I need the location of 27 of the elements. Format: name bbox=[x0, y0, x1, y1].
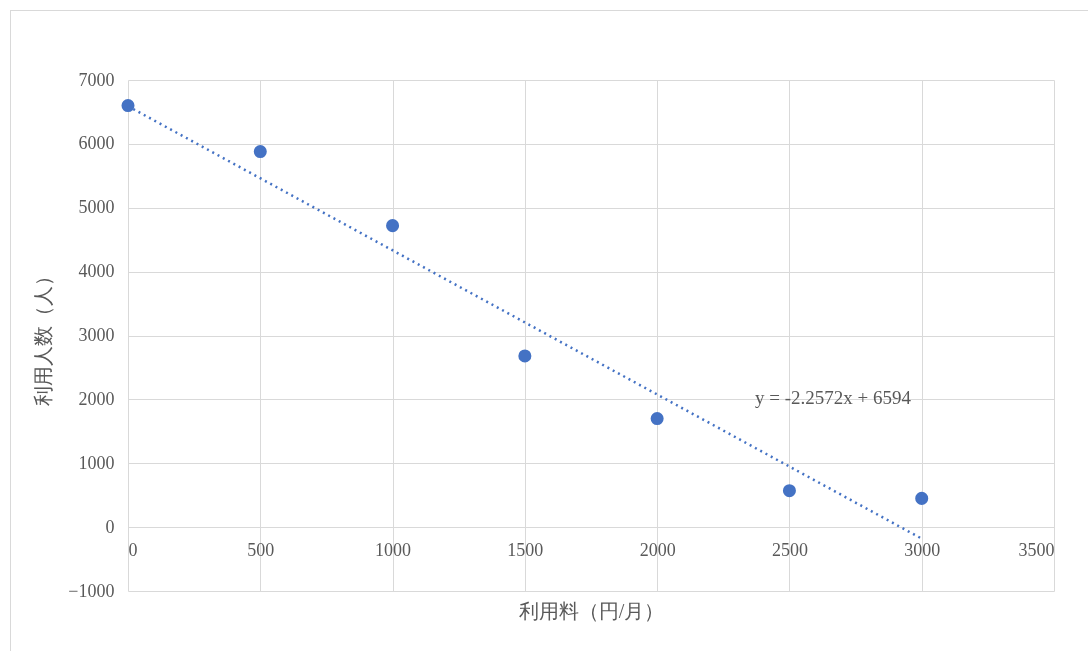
point bbox=[518, 349, 532, 363]
y-tick-label: 4000 bbox=[78, 261, 115, 282]
x-tick-label: 3000 bbox=[904, 539, 941, 560]
x-tick-label: 1500 bbox=[507, 539, 544, 560]
y-tick-label: 5000 bbox=[78, 197, 115, 218]
point bbox=[915, 491, 929, 505]
point bbox=[121, 99, 135, 113]
x-tick-label: 1000 bbox=[375, 539, 412, 560]
x-tick-label: 3500 bbox=[1018, 539, 1055, 560]
y-tick-label: 6000 bbox=[78, 133, 115, 154]
y-tick-label: 0 bbox=[105, 516, 115, 537]
y-tick-label: 3000 bbox=[78, 325, 115, 345]
x-tick-label: 2000 bbox=[639, 539, 676, 560]
point bbox=[650, 412, 664, 426]
y-axis-title: 利用人数（人） bbox=[32, 266, 55, 406]
annotation: y = -2.2572x + 6594 bbox=[755, 386, 912, 408]
x-tick-label: 2500 bbox=[771, 539, 808, 560]
y-tick-label: 7000 bbox=[78, 69, 115, 90]
point bbox=[782, 484, 796, 498]
y-tick-label: 1000 bbox=[78, 452, 115, 473]
point bbox=[386, 219, 400, 233]
y-tick-label: 2000 bbox=[78, 388, 115, 409]
x-tick-label: 500 bbox=[247, 539, 275, 560]
point bbox=[253, 145, 267, 159]
x-tick-label: 0 bbox=[128, 539, 138, 560]
y-tick-label: −1000 bbox=[68, 580, 115, 601]
x-axis-title: 利用料（円/月） bbox=[518, 599, 665, 622]
